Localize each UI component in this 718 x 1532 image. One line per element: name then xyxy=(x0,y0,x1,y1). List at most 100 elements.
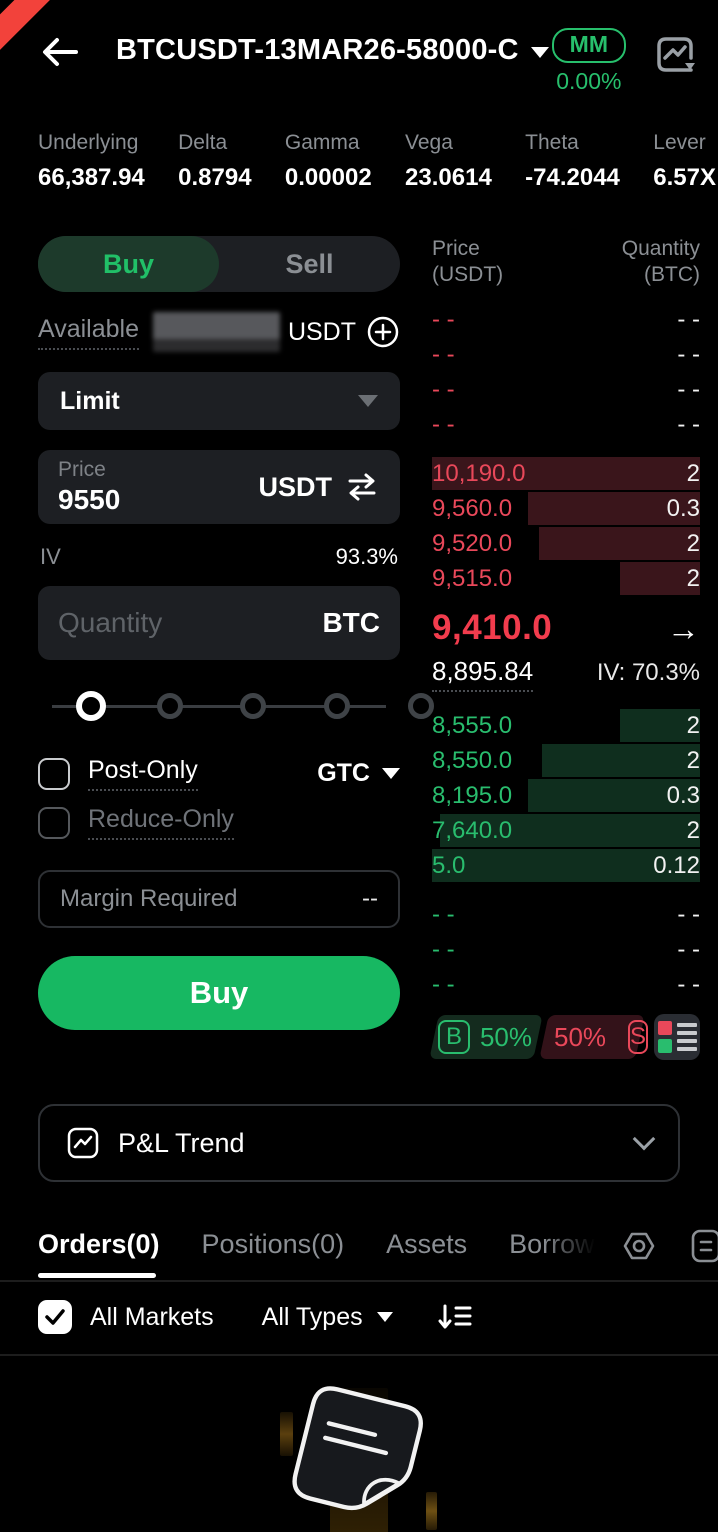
sell-side-tab[interactable]: Sell xyxy=(285,248,334,279)
orderbook-quantity: 0.3 xyxy=(666,781,700,809)
orderbook-ask-row[interactable]: - -- - xyxy=(432,372,700,407)
buy-sell-ratio: B 50% 50% S xyxy=(429,1014,700,1060)
chevron-down-icon xyxy=(358,395,378,407)
slider-step-75[interactable] xyxy=(324,693,350,719)
pnl-trend-label: P&L Trend xyxy=(118,1127,245,1158)
arrow-right-icon[interactable]: → xyxy=(667,609,700,647)
reduce-only-checkbox[interactable] xyxy=(38,806,70,839)
chart-icon xyxy=(657,37,695,72)
orderbook-quantity: - - xyxy=(677,900,700,928)
order-type-select[interactable]: Limit xyxy=(38,372,400,430)
last-price[interactable]: 9,410.0 xyxy=(432,608,553,647)
greek-stat: Gamma 0.00002 xyxy=(285,131,372,192)
back-button[interactable] xyxy=(38,30,82,74)
slider-step-100[interactable] xyxy=(408,693,434,719)
market-maker-badge[interactable]: MM 0.00% xyxy=(551,28,626,95)
tif-select[interactable]: GTC xyxy=(317,759,400,788)
orderbook-bid-row[interactable]: 5.0 0.12 xyxy=(432,848,700,883)
post-only-checkbox[interactable] xyxy=(38,757,70,790)
orderbook-bid-row[interactable]: 7,640.0 2 xyxy=(432,813,700,848)
settings-button[interactable] xyxy=(619,1226,659,1266)
orderbook-quantity: 2 xyxy=(686,564,700,592)
price-input[interactable]: Price 9550 xyxy=(58,458,120,516)
tab-assets[interactable]: Assets xyxy=(386,1228,468,1259)
contract-selector[interactable]: BTCUSDT-13MAR26-58000-C xyxy=(116,34,549,67)
orderbook-bid-row[interactable]: 8,195.0 0.3 xyxy=(432,778,700,813)
available-label: Available xyxy=(38,315,140,350)
orderbook-bid-row[interactable]: 8,550.0 2 xyxy=(432,743,700,778)
orderbook-ask-row[interactable]: 9,515.0 2 xyxy=(432,561,700,596)
hexagon-settings-icon xyxy=(623,1232,654,1260)
main-panel: Buy Sell Available USDT Limit xyxy=(0,236,718,1060)
orderbook-bid-row[interactable]: - -- - xyxy=(432,897,700,932)
orderbook-ask-row[interactable]: - -- - xyxy=(432,302,700,337)
buy-submit-button[interactable]: Buy xyxy=(38,956,400,1030)
orderbook-price: - - xyxy=(432,340,455,368)
sell-ratio-pct: 50% xyxy=(554,1021,607,1052)
chevron-down-icon xyxy=(632,1127,656,1151)
reduce-only-row: Reduce-Only xyxy=(38,805,400,840)
side-toggle: Buy Sell xyxy=(38,236,400,292)
slider-handle[interactable] xyxy=(76,691,106,721)
tab-orders[interactable]: Orders(0) xyxy=(38,1229,160,1278)
iv-value: 93.3% xyxy=(335,544,398,569)
price-column-header: Price (USDT) xyxy=(432,237,504,286)
orderbook-ask-row[interactable]: - -- - xyxy=(432,337,700,372)
orderbook-quantity: - - xyxy=(677,935,700,963)
orderbook-quantity: - - xyxy=(677,970,700,998)
slider-step-25[interactable] xyxy=(157,693,183,719)
orderbook-bid-row[interactable]: - -- - xyxy=(432,967,700,1002)
pnl-chart-icon xyxy=(67,1127,99,1159)
all-markets-checkbox[interactable] xyxy=(38,1300,72,1334)
orderbook-price: 8,555.0 xyxy=(432,711,513,739)
all-types-select[interactable]: All Types xyxy=(262,1303,393,1332)
price-unit-switch[interactable]: USDT xyxy=(259,471,381,503)
empty-document-icon xyxy=(266,1368,449,1532)
greek-label: Lever xyxy=(653,131,706,154)
deposit-button[interactable] xyxy=(366,315,400,349)
tab-borrow[interactable]: Borrow xyxy=(509,1229,595,1278)
ask-rows: 10,190.0 2 9,560.0 0.3 9,520.0 2 9,515.0 2 xyxy=(432,456,700,596)
orderbook-price: 9,560.0 xyxy=(432,494,513,522)
tab-positions[interactable]: Positions(0) xyxy=(201,1228,345,1259)
header-right: MM 0.00% xyxy=(551,28,698,95)
greek-stat: Theta -74.2044 xyxy=(525,131,620,192)
depth-bar xyxy=(619,709,700,742)
orderbook-mid: 9,410.0 → 8,895.84 IV: 70.3% xyxy=(432,608,700,692)
buy-ratio-segment: B 50% xyxy=(429,1015,543,1059)
plus-circle-icon xyxy=(367,316,399,348)
sell-tag: S xyxy=(628,1020,649,1054)
price-field[interactable]: Price 9550 USDT xyxy=(38,450,400,524)
sort-button[interactable] xyxy=(437,1301,473,1333)
orderbook-ask-row[interactable]: - -- - xyxy=(432,407,700,442)
orderbook-ask-row[interactable]: 10,190.0 2 xyxy=(432,456,700,491)
header: BTCUSDT-13MAR26-58000-C MM 0.00% xyxy=(0,0,718,95)
slider-step-50[interactable] xyxy=(240,693,266,719)
orderbook-quantity: 2 xyxy=(686,746,700,774)
greek-label: Gamma xyxy=(284,131,360,154)
orderbook-price: 8,195.0 xyxy=(432,781,513,809)
orderbook-ask-row[interactable]: 9,520.0 2 xyxy=(432,526,700,561)
orderbook-price: - - xyxy=(432,375,455,403)
margin-required-value: -- xyxy=(362,885,378,912)
greek-label: Delta xyxy=(178,131,228,154)
orderbook-bid-row[interactable]: 8,555.0 2 xyxy=(432,708,700,743)
mark-price[interactable]: 8,895.84 xyxy=(432,656,534,692)
chart-button[interactable] xyxy=(652,32,698,83)
quantity-field[interactable]: Quantity BTC xyxy=(38,586,400,660)
orderbook-ask-row[interactable]: 9,560.0 0.3 xyxy=(432,491,700,526)
order-log-button[interactable] xyxy=(689,1226,718,1266)
orderbook-layout-button[interactable] xyxy=(654,1014,700,1060)
greek-label: Theta xyxy=(525,131,579,154)
price-label: Price xyxy=(58,458,106,481)
orderbook-layout-icon xyxy=(657,1021,672,1053)
depth-bar xyxy=(440,814,700,847)
post-only-row: Post-Only GTC xyxy=(38,756,400,791)
orderbook-bid-row[interactable]: - -- - xyxy=(432,932,700,967)
orderbook-price: 8,550.0 xyxy=(432,746,513,774)
pnl-trend-bar[interactable]: P&L Trend xyxy=(38,1104,680,1182)
depth-bar xyxy=(432,457,700,490)
greek-value: 23.0614 xyxy=(405,164,492,191)
buy-side-tab[interactable]: Buy xyxy=(38,236,219,292)
all-markets-label: All Markets xyxy=(90,1302,214,1331)
